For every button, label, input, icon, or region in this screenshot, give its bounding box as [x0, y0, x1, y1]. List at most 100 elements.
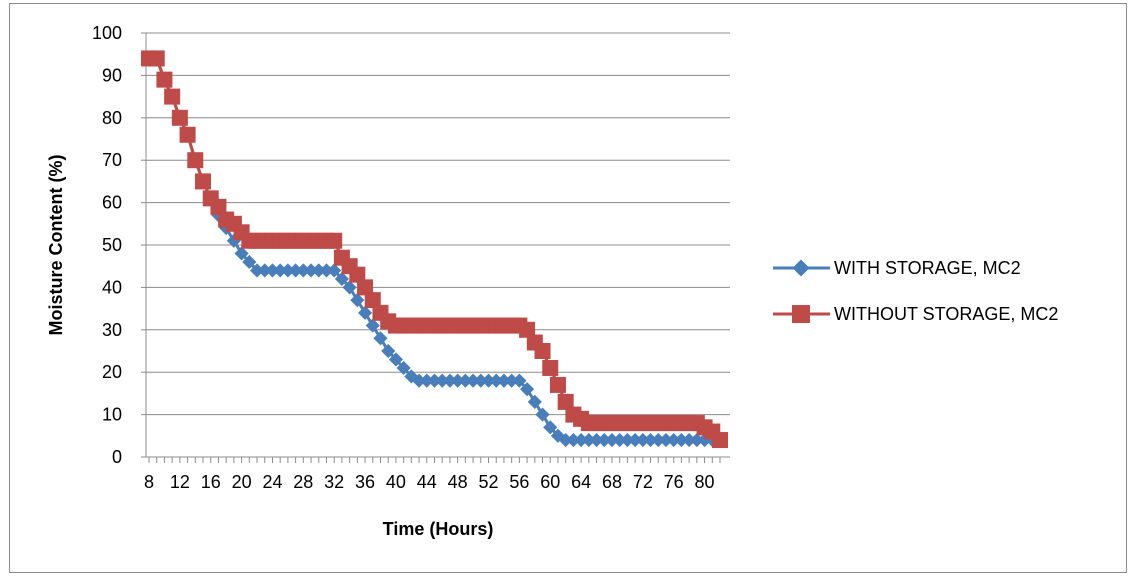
data-point — [156, 71, 173, 88]
data-point — [597, 432, 612, 448]
data-point — [342, 280, 357, 295]
gridlines — [141, 32, 730, 458]
x-tick-label: 36 — [355, 472, 375, 492]
x-tick-label: 68 — [602, 472, 622, 492]
data-point — [265, 263, 280, 278]
data-point — [171, 109, 188, 126]
data-point — [427, 373, 442, 388]
data-point — [164, 88, 181, 105]
data-point — [589, 432, 604, 448]
x-tick-label: 20 — [232, 472, 252, 492]
data-point — [319, 263, 334, 278]
data-point — [543, 420, 558, 435]
data-point — [350, 293, 365, 308]
data-point — [658, 432, 674, 448]
data-point — [435, 373, 450, 388]
data-point — [689, 432, 704, 448]
data-point — [296, 263, 311, 278]
data-point — [373, 331, 388, 346]
data-point — [364, 292, 381, 309]
x-tick-label: 64 — [571, 472, 591, 492]
x-axis-title: Time (Hours) — [383, 519, 494, 539]
data-point — [519, 321, 536, 338]
legend: WITH STORAGE, MC2 WITHOUT STORAGE, MC2 — [773, 258, 1058, 324]
data-point — [612, 432, 627, 448]
x-tick-labels: 8 12 16 20 24 28 32 36 40 44 48 52 56 60 64 68 72 76 80 — [144, 472, 715, 492]
y-tick-label: 20 — [102, 362, 122, 382]
data-point — [527, 394, 542, 409]
data-point — [520, 382, 535, 397]
data-point — [666, 432, 681, 448]
legend-label-with-storage: WITH STORAGE, MC2 — [834, 258, 1021, 278]
data-point — [542, 359, 559, 376]
data-point — [327, 263, 342, 278]
y-tick-label: 70 — [102, 150, 122, 170]
data-point — [489, 373, 504, 388]
x-tick-label: 52 — [478, 472, 498, 492]
series-layer — [141, 50, 728, 449]
y-tick-label: 80 — [102, 108, 122, 128]
y-tick-label: 40 — [102, 277, 122, 297]
data-point — [620, 432, 635, 448]
x-tick-label: 24 — [262, 472, 282, 492]
data-point — [574, 432, 589, 448]
series-with-storage — [141, 51, 728, 448]
x-tick-label: 80 — [695, 472, 715, 492]
y-axis-title: Moisture Content (%) — [46, 155, 66, 336]
data-point — [257, 263, 272, 278]
x-tick-label: 48 — [448, 472, 468, 492]
x-tick-label: 60 — [540, 472, 560, 492]
data-point — [357, 279, 374, 296]
data-point — [635, 432, 650, 448]
data-point — [249, 263, 265, 278]
data-point — [381, 343, 396, 359]
legend-item-without-storage: WITHOUT STORAGE, MC2 — [773, 304, 1058, 324]
data-point — [581, 432, 596, 448]
data-point — [411, 373, 427, 388]
data-point — [496, 373, 512, 388]
y-tick-label: 50 — [102, 235, 122, 255]
data-point — [481, 373, 496, 388]
x-tick-label: 32 — [324, 472, 344, 492]
x-tick-label: 76 — [664, 472, 684, 492]
legend-marker-diamond — [792, 259, 810, 277]
data-point — [450, 373, 465, 388]
data-point — [558, 432, 573, 448]
chart-frame — [9, 3, 1127, 573]
data-point — [334, 271, 349, 286]
data-point — [674, 432, 689, 448]
data-point — [396, 360, 411, 376]
legend-label-without-storage: WITHOUT STORAGE, MC2 — [834, 304, 1058, 324]
y-tick-label: 30 — [102, 320, 122, 340]
data-point — [466, 373, 481, 388]
data-point — [628, 432, 643, 448]
data-point — [273, 263, 288, 278]
data-point — [604, 432, 620, 448]
series-without-storage — [141, 50, 728, 449]
data-point — [288, 263, 303, 278]
data-point — [712, 432, 728, 449]
x-tick-marks — [148, 457, 721, 463]
data-point — [349, 266, 366, 283]
x-tick-label: 12 — [170, 472, 190, 492]
data-point — [535, 407, 550, 422]
legend-item-with-storage: WITH STORAGE, MC2 — [773, 258, 1021, 278]
x-tick-label: 44 — [417, 472, 437, 492]
legend-marker-square — [792, 305, 810, 323]
data-point — [303, 263, 319, 278]
data-point — [311, 263, 326, 278]
data-point — [458, 373, 473, 388]
x-tick-label: 16 — [201, 472, 221, 492]
axes — [145, 33, 730, 458]
y-tick-labels: 0 10 20 30 40 50 60 70 80 90 100 — [92, 23, 122, 467]
data-point — [473, 373, 488, 388]
data-point — [557, 393, 574, 410]
data-point — [643, 432, 658, 448]
y-tick-label: 10 — [102, 405, 122, 425]
y-tick-label: 100 — [92, 23, 122, 43]
data-point — [179, 126, 196, 143]
data-point — [534, 343, 551, 359]
x-tick-label: 56 — [509, 472, 529, 492]
x-tick-label: 72 — [633, 472, 653, 492]
